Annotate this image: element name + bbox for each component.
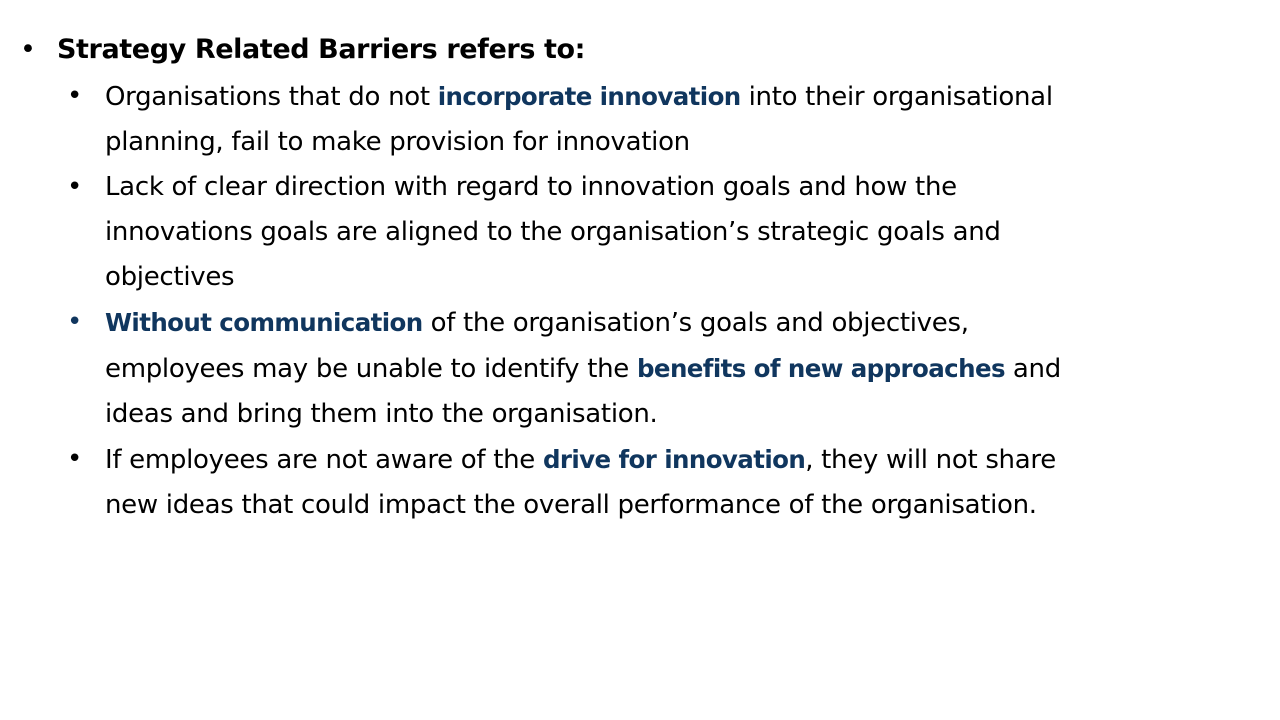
list-item-line: objectives: [105, 262, 235, 292]
list-item-line: If employees are not aware of the drive …: [105, 437, 1262, 483]
list-item-line: Lack of clear direction with regard to i…: [105, 172, 957, 202]
bullet-list: • Organisations that do not incorporate …: [67, 74, 1262, 528]
list-item-line: employees may be unable to identify the …: [105, 346, 1262, 392]
text-span: and: [1004, 354, 1061, 384]
bullet-marker: •: [67, 172, 83, 202]
highlighted-phrase: incorporate innovation: [437, 82, 742, 111]
list-item-line: Organisations that do not incorporate in…: [105, 74, 1262, 120]
list-item-line: new ideas that could impact the overall …: [105, 490, 1037, 520]
bullet-marker: •: [67, 81, 83, 111]
bullet-marker: •: [67, 444, 83, 474]
slide-heading: Strategy Related Barriers refers to:: [57, 34, 586, 65]
text-span: into their organisational: [740, 82, 1053, 112]
highlighted-phrase: drive for innovation: [542, 445, 806, 474]
list-item: • If employees are not aware of the driv…: [67, 437, 1262, 528]
list-item-line: ideas and bring them into the organisati…: [105, 399, 658, 429]
text-span: , they will not share: [805, 445, 1056, 475]
list-item: • Without communication of the organisat…: [67, 300, 1262, 437]
bullet-marker: •: [67, 307, 83, 337]
list-item: • Organisations that do not incorporate …: [67, 74, 1262, 165]
list-item: • Lack of clear direction with regard to…: [67, 165, 1262, 300]
text-span: Organisations that do not: [105, 82, 438, 112]
text-span: of the organisation’s goals and objectiv…: [422, 308, 969, 338]
list-item-line: innovations goals are aligned to the org…: [105, 217, 1001, 247]
highlighted-phrase: benefits of new approaches: [636, 354, 1006, 383]
list-item-line: planning, fail to make provision for inn…: [105, 127, 690, 157]
highlighted-phrase: Without communication: [105, 308, 423, 337]
text-span: employees may be unable to identify the: [105, 354, 637, 384]
list-item-line: Without communication of the organisatio…: [105, 300, 1262, 346]
text-span: If employees are not aware of the: [105, 445, 543, 475]
heading-bullet: •: [20, 34, 36, 65]
